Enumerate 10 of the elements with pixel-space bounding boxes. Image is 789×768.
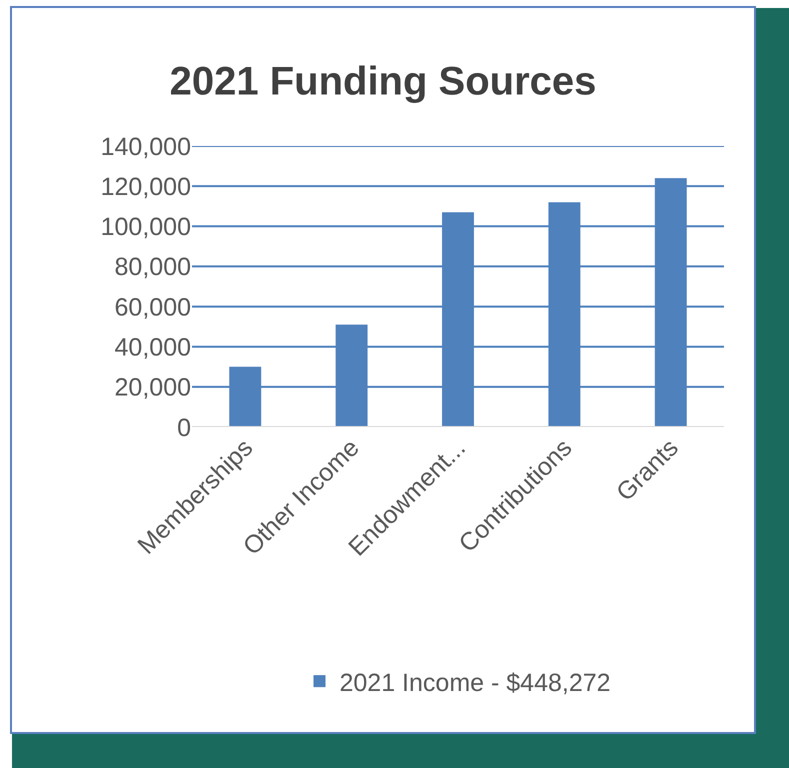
y-tick-label: 80,000 bbox=[114, 253, 191, 282]
y-tick-label: 20,000 bbox=[114, 374, 191, 402]
chart-title: 2021 Funding Sources bbox=[170, 59, 596, 104]
y-tick-label: 120,000 bbox=[100, 172, 191, 201]
y-tick-label: 60,000 bbox=[114, 293, 191, 322]
y-tick-label: 140,000 bbox=[100, 132, 191, 161]
y-tick-label: 0 bbox=[177, 414, 191, 442]
y-tick-label: 100,000 bbox=[100, 213, 191, 242]
legend-label: 2021 Income - $448,272 bbox=[340, 668, 611, 697]
y-tick-label: 40,000 bbox=[114, 333, 191, 362]
